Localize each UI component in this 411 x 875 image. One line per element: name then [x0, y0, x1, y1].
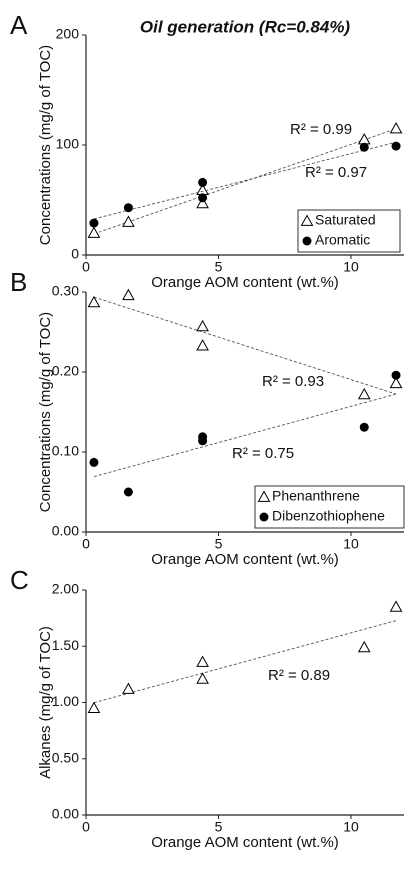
x-tick-label: 0 — [82, 819, 90, 835]
data-point — [122, 215, 135, 227]
trend-line — [93, 141, 397, 220]
x-axis-title: Orange AOM content (wt.%) — [151, 274, 339, 291]
y-tick-label: 0.00 — [52, 806, 79, 822]
y-tick-label: 0.50 — [52, 749, 79, 765]
y-tick-label: 0.30 — [52, 283, 79, 299]
legend-label: Phenanthrene — [272, 488, 360, 504]
legend-label: Aromatic — [315, 232, 370, 248]
y-axis-title: Concentrations (mg/g of TOC) — [37, 45, 54, 245]
data-point — [357, 640, 371, 653]
y-tick-label: 200 — [56, 26, 80, 42]
y-tick-label: 1.00 — [52, 693, 79, 709]
data-point — [359, 142, 369, 152]
y-axis-title: Alkanes (mg/g of TOC) — [37, 626, 54, 779]
data-point — [357, 132, 371, 145]
x-tick-label: 10 — [343, 536, 359, 552]
x-tick-label: 5 — [215, 819, 223, 835]
legend-marker — [259, 512, 269, 522]
data-point — [87, 295, 101, 308]
data-point — [123, 487, 133, 497]
legend — [297, 209, 401, 253]
data-point — [359, 422, 369, 432]
y-tick-label: 0.00 — [52, 523, 79, 539]
data-point — [389, 376, 403, 389]
x-axis-title: Orange AOM content (wt.%) — [151, 551, 339, 568]
x-tick-label: 0 — [82, 259, 90, 275]
y-axis-title: Concentrations (mg/g of TOC) — [37, 312, 54, 512]
data-point — [196, 655, 209, 667]
panel-label: B — [10, 267, 27, 297]
data-point — [389, 121, 403, 134]
legend-marker — [302, 236, 312, 246]
data-point — [198, 177, 208, 187]
y-tick-label: 0.20 — [52, 363, 79, 379]
legend-marker — [300, 214, 314, 226]
x-tick-label: 5 — [215, 259, 223, 275]
data-point — [123, 203, 133, 213]
data-point — [122, 682, 135, 694]
data-point — [391, 141, 401, 151]
annotation: R² = 0.93 — [262, 373, 324, 390]
data-point — [198, 193, 208, 203]
data-point — [196, 196, 209, 209]
data-point — [89, 218, 99, 228]
y-tick-label: 1.50 — [52, 637, 79, 653]
data-point — [196, 339, 209, 351]
chart-title: Oil generation (Rc=0.84%) — [140, 17, 351, 36]
data-point — [196, 672, 209, 684]
annotation: R² = 0.97 — [305, 164, 367, 181]
annotation: R² = 0.89 — [268, 667, 330, 684]
data-point — [87, 701, 101, 714]
trend-line — [93, 128, 397, 235]
data-point — [357, 387, 371, 400]
x-tick-label: 10 — [343, 259, 359, 275]
x-tick-label: 10 — [343, 819, 359, 835]
data-point — [122, 288, 135, 301]
panel-label: C — [10, 565, 29, 595]
x-axis-title: Orange AOM content (wt.%) — [151, 834, 339, 851]
data-point — [389, 600, 403, 612]
annotation: R² = 0.99 — [290, 121, 352, 138]
data-point — [198, 436, 208, 446]
y-tick-label: 0 — [71, 246, 79, 262]
trend-line — [93, 393, 397, 478]
data-point — [89, 457, 99, 467]
legend-label: Dibenzothiophene — [272, 508, 385, 524]
data-point — [196, 319, 209, 332]
trend-line — [93, 620, 397, 704]
legend-label: Saturated — [315, 212, 376, 228]
annotation: R² = 0.75 — [232, 445, 294, 462]
x-tick-label: 0 — [82, 536, 90, 552]
legend-marker — [257, 490, 271, 502]
legend — [254, 485, 405, 529]
data-point — [391, 370, 401, 380]
y-tick-label: 100 — [56, 136, 80, 152]
y-tick-label: 2.00 — [52, 581, 79, 597]
y-tick-label: 0.10 — [52, 443, 79, 459]
data-point — [87, 226, 101, 238]
trend-line — [93, 296, 397, 395]
x-tick-label: 5 — [215, 536, 223, 552]
panel-label: A — [10, 10, 28, 40]
